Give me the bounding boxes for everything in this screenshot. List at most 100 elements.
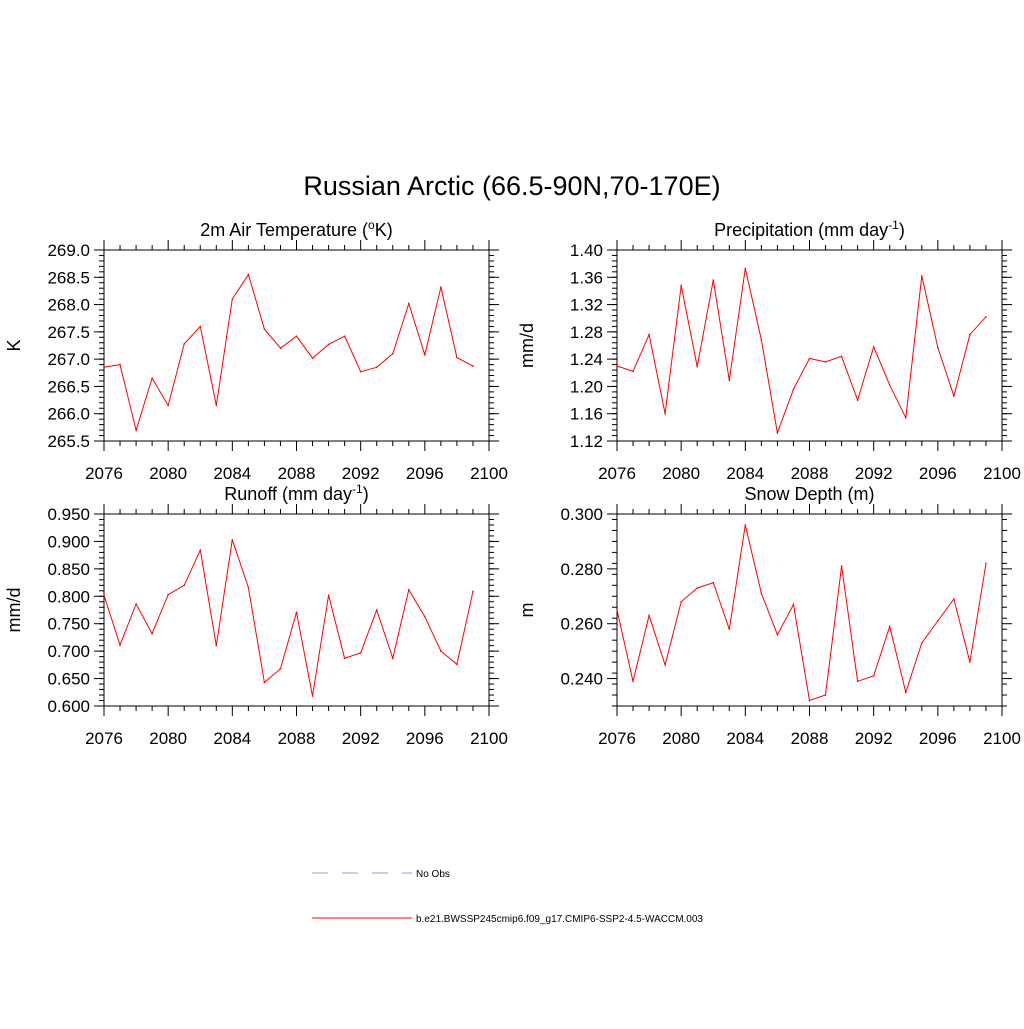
data-point [808, 699, 811, 702]
y-tick-label: 0.900 [47, 532, 90, 551]
y-tick-label: 0.300 [560, 505, 603, 524]
x-tick-label: 2096 [406, 729, 444, 748]
data-point [840, 355, 843, 358]
data-point [760, 592, 763, 595]
data-point [937, 346, 939, 349]
plot-frame [616, 513, 1003, 707]
data-point [247, 273, 250, 276]
data-point [744, 524, 747, 526]
x-tick-label: 2092 [342, 729, 380, 748]
y-tick-label: 1.36 [570, 268, 603, 287]
data-point [856, 680, 859, 683]
x-tick-label: 2080 [662, 729, 700, 748]
figure-title: Russian Arctic (66.5-90N,70-170E) [303, 171, 720, 201]
data-point [311, 357, 314, 359]
y-tick-label: 267.5 [47, 323, 90, 342]
x-tick-label: 2096 [406, 464, 444, 483]
data-point [616, 365, 618, 367]
data-point [407, 302, 410, 305]
y-tick-label: 0.260 [560, 615, 603, 634]
panel-4: Snow Depth (m) m 2076 2080 2084 2088 2092 2096 2… [517, 484, 1021, 748]
data-point [712, 279, 715, 281]
data-point [840, 565, 843, 567]
series-line [103, 273, 474, 432]
data-point [119, 644, 121, 646]
data-point [167, 404, 169, 407]
x-tick-label: 2076 [85, 464, 123, 483]
x-tick-label: 2084 [213, 464, 251, 483]
panel-title: 2m Air Temperature (oK) [200, 218, 392, 240]
y-tick-label: 0.280 [560, 560, 603, 579]
data-point [263, 328, 266, 330]
y-tick-label: 0.240 [560, 670, 603, 689]
data-point [872, 675, 875, 677]
y-tick-label: 266.0 [47, 405, 90, 424]
panel-title-text: Snow Depth (m) [744, 484, 874, 504]
y-tick-label: 266.5 [47, 377, 90, 396]
data-point [920, 642, 923, 644]
data-point [888, 384, 891, 386]
panel-title: Runoff (mm day-1) [224, 482, 368, 504]
series-line [616, 268, 987, 435]
data-point [472, 365, 474, 368]
y-tick-label: 1.24 [570, 350, 603, 369]
data-point [920, 275, 923, 277]
data-point [456, 356, 458, 359]
y-tick-label: 265.5 [47, 432, 90, 451]
data-point [664, 664, 666, 666]
y-tick-label: 1.28 [570, 323, 603, 342]
data-point [343, 335, 346, 338]
y-tick-label: 267.0 [47, 350, 90, 369]
data-point [904, 417, 907, 419]
y-tick-label: 1.40 [570, 241, 603, 260]
data-point [135, 603, 137, 605]
panel-title: Snow Depth (m) [744, 484, 874, 504]
data-point [616, 609, 618, 611]
data-point [680, 600, 682, 603]
y-tick-label: 268.0 [47, 296, 90, 315]
y-tick-label: 269.0 [47, 241, 90, 260]
panel-title-tail: ) [899, 220, 905, 240]
x-tick-label: 2080 [149, 464, 187, 483]
plot-frame [616, 249, 1003, 442]
data-point [904, 691, 907, 694]
x-tick-label: 2096 [919, 729, 957, 748]
data-point [167, 593, 169, 596]
data-point [151, 632, 153, 635]
data-point [937, 620, 939, 622]
x-tick-label: 2100 [983, 729, 1021, 748]
panel-title-text: 2m Air Temperature ( [200, 220, 368, 240]
data-point [632, 370, 634, 373]
data-point [953, 395, 955, 397]
data-point [648, 333, 650, 336]
x-tick-label: 2076 [598, 464, 636, 483]
data-point [888, 625, 891, 628]
data-point [696, 365, 699, 368]
data-point [969, 333, 971, 336]
x-tick-label: 2088 [278, 729, 316, 748]
data-point [295, 611, 298, 613]
y-tick-label: 0.950 [47, 505, 90, 524]
x-tick-label: 2100 [470, 464, 508, 483]
data-point [664, 412, 666, 415]
panel-title-text: Runoff (mm day [224, 484, 352, 504]
y-axis-label: m [517, 603, 537, 618]
y-tick-label: 1.32 [570, 296, 603, 315]
data-point [760, 339, 763, 341]
data-point [359, 651, 362, 654]
data-point [985, 316, 987, 318]
y-axis-label: mm/d [517, 323, 537, 368]
data-point [407, 588, 410, 591]
data-point [231, 298, 234, 300]
data-point [712, 581, 715, 584]
data-point [985, 562, 987, 565]
data-point [696, 587, 699, 589]
y-axis-label: K [4, 339, 24, 351]
data-point [215, 644, 218, 647]
y-tick-label: 0.800 [47, 587, 90, 606]
data-point [728, 628, 731, 630]
data-point [680, 284, 682, 287]
data-point [199, 325, 202, 328]
x-tick-label: 2092 [855, 729, 893, 748]
x-tick-label: 2084 [213, 729, 251, 748]
